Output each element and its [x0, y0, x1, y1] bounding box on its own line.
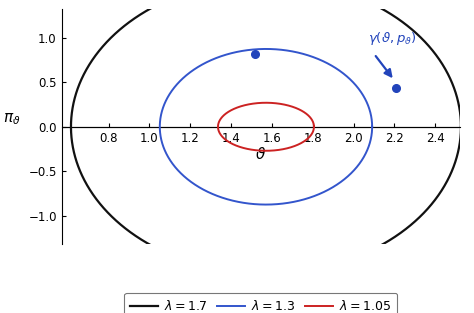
X-axis label: $\vartheta$: $\vartheta$ — [255, 146, 266, 162]
Legend: $\lambda = 1.7$, $\lambda = 1.3$, $\lambda = 1.05$: $\lambda = 1.7$, $\lambda = 1.3$, $\lamb… — [124, 293, 397, 313]
Text: $\gamma(\vartheta, p_{\vartheta})$: $\gamma(\vartheta, p_{\vartheta})$ — [368, 30, 416, 47]
Y-axis label: $\pi_{\vartheta}$: $\pi_{\vartheta}$ — [3, 111, 20, 127]
